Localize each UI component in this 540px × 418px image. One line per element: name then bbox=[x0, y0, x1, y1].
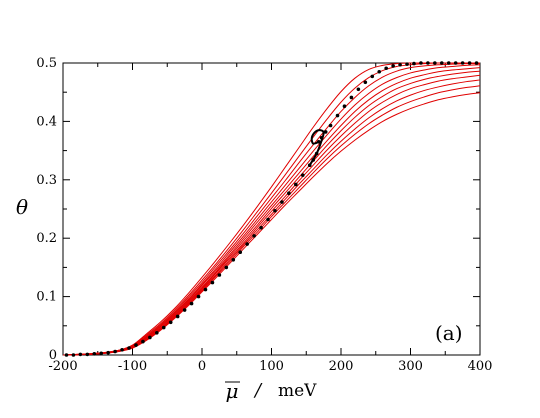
x-axis-label-symbol: μ bbox=[226, 379, 239, 403]
black-series-point bbox=[474, 61, 479, 65]
black-series-point bbox=[405, 62, 409, 66]
y-tick-label: 0.1 bbox=[36, 290, 57, 305]
black-series-point bbox=[161, 325, 166, 330]
black-series-point bbox=[217, 273, 222, 277]
black-series-point bbox=[412, 61, 416, 66]
black-series-point bbox=[196, 294, 201, 299]
black-series-point bbox=[120, 347, 124, 352]
x-axis-label: μ / meV bbox=[225, 379, 317, 403]
black-series-point bbox=[106, 350, 110, 355]
black-series-point bbox=[78, 352, 83, 357]
x-tick-labels: -200 -100 0 100 200 300 400 bbox=[48, 359, 492, 374]
black-series-point bbox=[439, 61, 444, 65]
black-series-point bbox=[335, 113, 340, 118]
black-series-point bbox=[300, 173, 305, 177]
black-series-point bbox=[323, 130, 328, 134]
black-series-point bbox=[280, 200, 284, 204]
black-series-point bbox=[363, 80, 368, 85]
black-series-point bbox=[377, 69, 382, 74]
black-series-point bbox=[92, 352, 97, 356]
black-series-point bbox=[182, 308, 187, 312]
black-series-point bbox=[328, 123, 333, 128]
black-series-point bbox=[349, 95, 354, 100]
black-series-point bbox=[426, 61, 430, 65]
x-tick-label: -100 bbox=[118, 359, 147, 374]
black-series-point bbox=[134, 343, 138, 347]
black-series-point bbox=[467, 61, 472, 65]
black-series-point bbox=[64, 353, 69, 357]
black-series-point bbox=[433, 61, 437, 65]
black-series-point bbox=[287, 191, 291, 196]
black-series-point bbox=[398, 62, 402, 67]
black-series-point bbox=[203, 287, 208, 292]
black-series-point bbox=[460, 61, 465, 65]
x-tick-label: 100 bbox=[259, 359, 284, 374]
x-tick-label: 200 bbox=[329, 359, 354, 374]
black-series-point bbox=[273, 208, 277, 213]
black-series-point bbox=[141, 339, 145, 344]
black-series-point bbox=[419, 61, 423, 65]
black-series-point bbox=[175, 314, 180, 319]
black-series-point bbox=[294, 182, 298, 187]
x-tick-label: -200 bbox=[48, 359, 77, 374]
red-series-line bbox=[62, 85, 481, 356]
black-hysteresis-loop bbox=[308, 129, 325, 166]
y-axis-label: θ bbox=[16, 195, 28, 219]
y-tick-labels: 0 0.1 0.2 0.3 0.4 0.5 bbox=[36, 56, 57, 363]
black-series-point bbox=[127, 346, 131, 350]
black-series-point bbox=[342, 104, 347, 109]
black-series-point bbox=[266, 217, 270, 222]
x-axis-label-separator: / bbox=[253, 380, 263, 401]
black-series-point bbox=[259, 225, 263, 230]
black-series-point bbox=[113, 349, 117, 354]
black-series-point bbox=[168, 320, 173, 325]
panel-label: (a) bbox=[435, 321, 463, 345]
black-series-point bbox=[245, 242, 249, 246]
y-tick-label: 0.4 bbox=[36, 114, 57, 129]
black-series-point bbox=[446, 61, 451, 65]
x-tick-label: 300 bbox=[398, 359, 423, 374]
black-series-point bbox=[238, 250, 243, 255]
y-tick-label: 0.3 bbox=[36, 173, 57, 188]
black-series-point bbox=[224, 265, 229, 270]
black-series-point bbox=[85, 352, 90, 357]
y-tick-label: 0.2 bbox=[36, 231, 57, 246]
black-series-point bbox=[71, 353, 76, 357]
black-series-group bbox=[64, 61, 479, 357]
x-tick-label: 0 bbox=[198, 359, 206, 374]
red-series-line bbox=[62, 74, 481, 356]
series-group bbox=[62, 62, 481, 356]
black-series-point bbox=[148, 335, 152, 340]
red-series-line bbox=[62, 64, 481, 356]
black-series-point bbox=[391, 64, 395, 68]
black-series-point bbox=[252, 234, 256, 238]
black-series-point bbox=[231, 258, 236, 262]
black-series-point bbox=[356, 87, 361, 92]
y-tick-label: 0 bbox=[49, 348, 57, 363]
y-tick-label: 0.5 bbox=[36, 56, 57, 71]
black-series-point bbox=[384, 66, 388, 71]
x-axis-label-unit: meV bbox=[278, 381, 317, 401]
red-series-line bbox=[62, 70, 481, 356]
black-series-point bbox=[189, 301, 194, 306]
x-tick-label: 400 bbox=[468, 359, 493, 374]
red-series-line bbox=[62, 63, 481, 356]
red-series-line bbox=[62, 92, 481, 356]
black-series-point bbox=[453, 61, 458, 65]
black-series-point bbox=[210, 280, 215, 285]
black-series-point bbox=[370, 74, 375, 79]
black-series-point bbox=[155, 331, 159, 335]
black-series-point bbox=[99, 351, 104, 356]
red-series-line bbox=[62, 79, 481, 356]
